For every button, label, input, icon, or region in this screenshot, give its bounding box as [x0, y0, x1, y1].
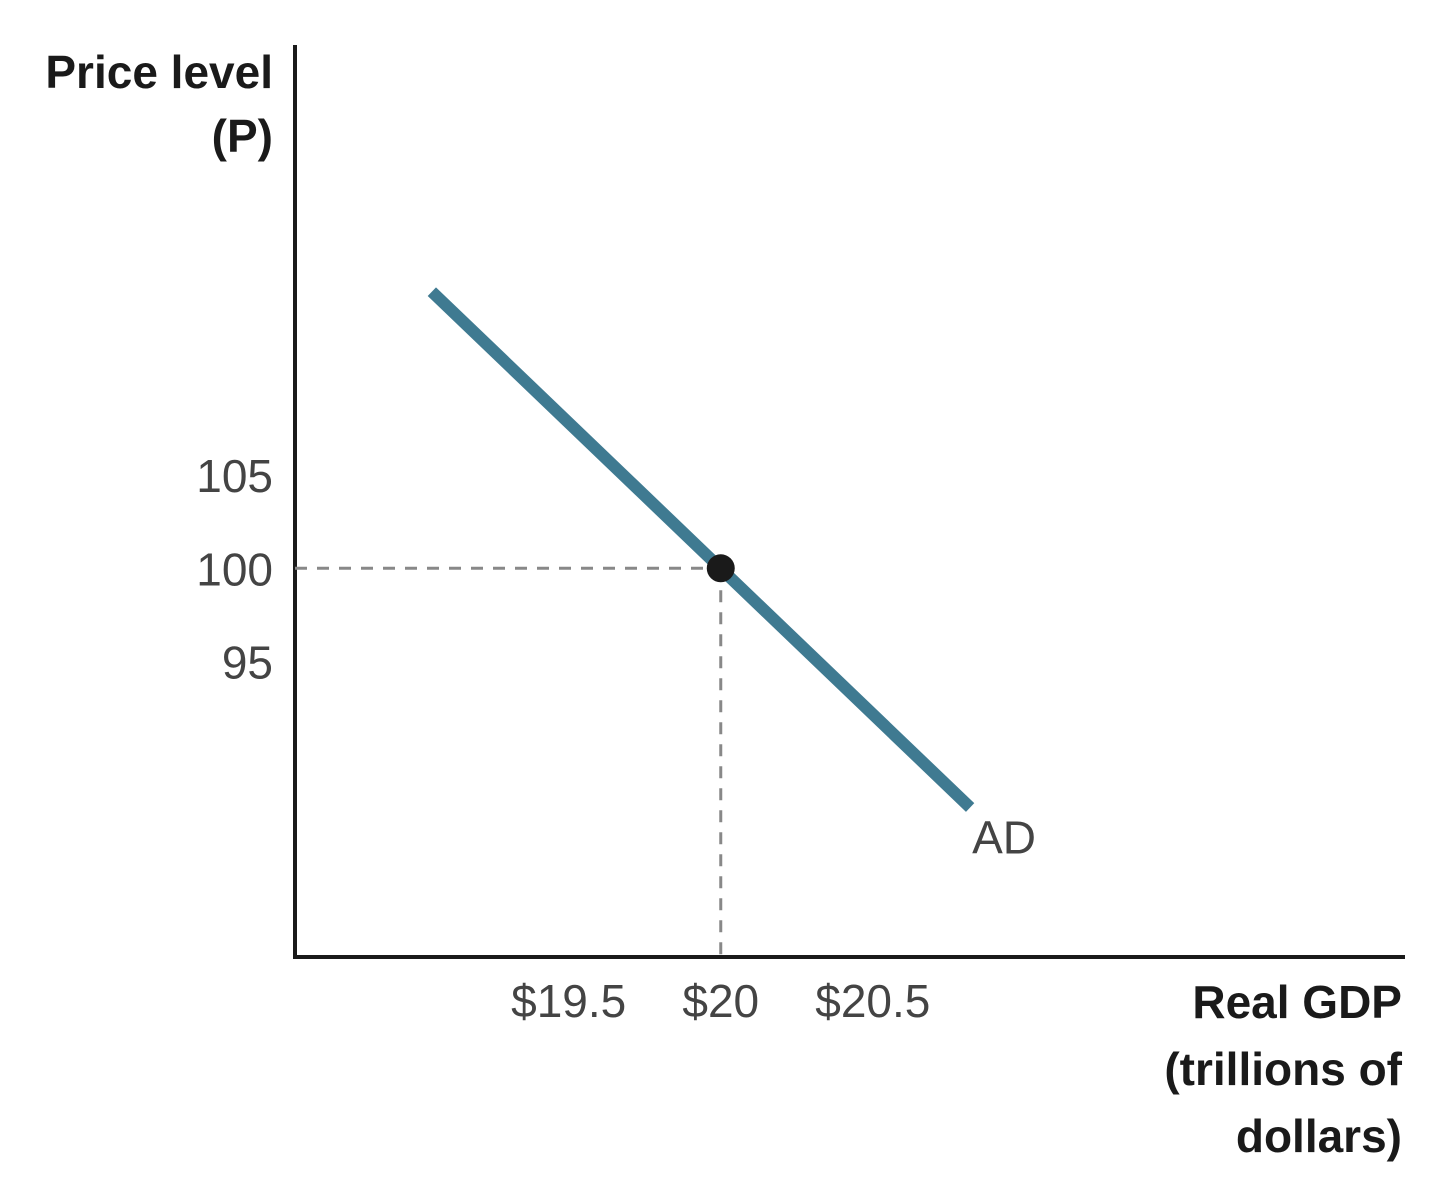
highlight-point — [706, 554, 735, 583]
x-axis-label-line-1: Real GDP — [1192, 976, 1402, 1028]
y-tick-label: 100 — [196, 543, 273, 595]
x-tick-label: $20 — [682, 975, 759, 1027]
x-axis-label-line-3: dollars) — [1236, 1110, 1402, 1162]
x-axis-label-line-2: (trillions of — [1164, 1043, 1402, 1095]
y-tick-label: 105 — [196, 450, 273, 502]
y-axis-label-line-2: (P) — [212, 110, 273, 162]
x-tick-label: $19.5 — [511, 975, 626, 1027]
series-line-ad — [427, 287, 975, 812]
y-tick-label: 95 — [222, 637, 273, 689]
y-axis-label-line-1: Price level — [45, 46, 273, 98]
series-label-ad: AD — [972, 811, 1036, 863]
x-tick-label: $20.5 — [815, 975, 930, 1027]
